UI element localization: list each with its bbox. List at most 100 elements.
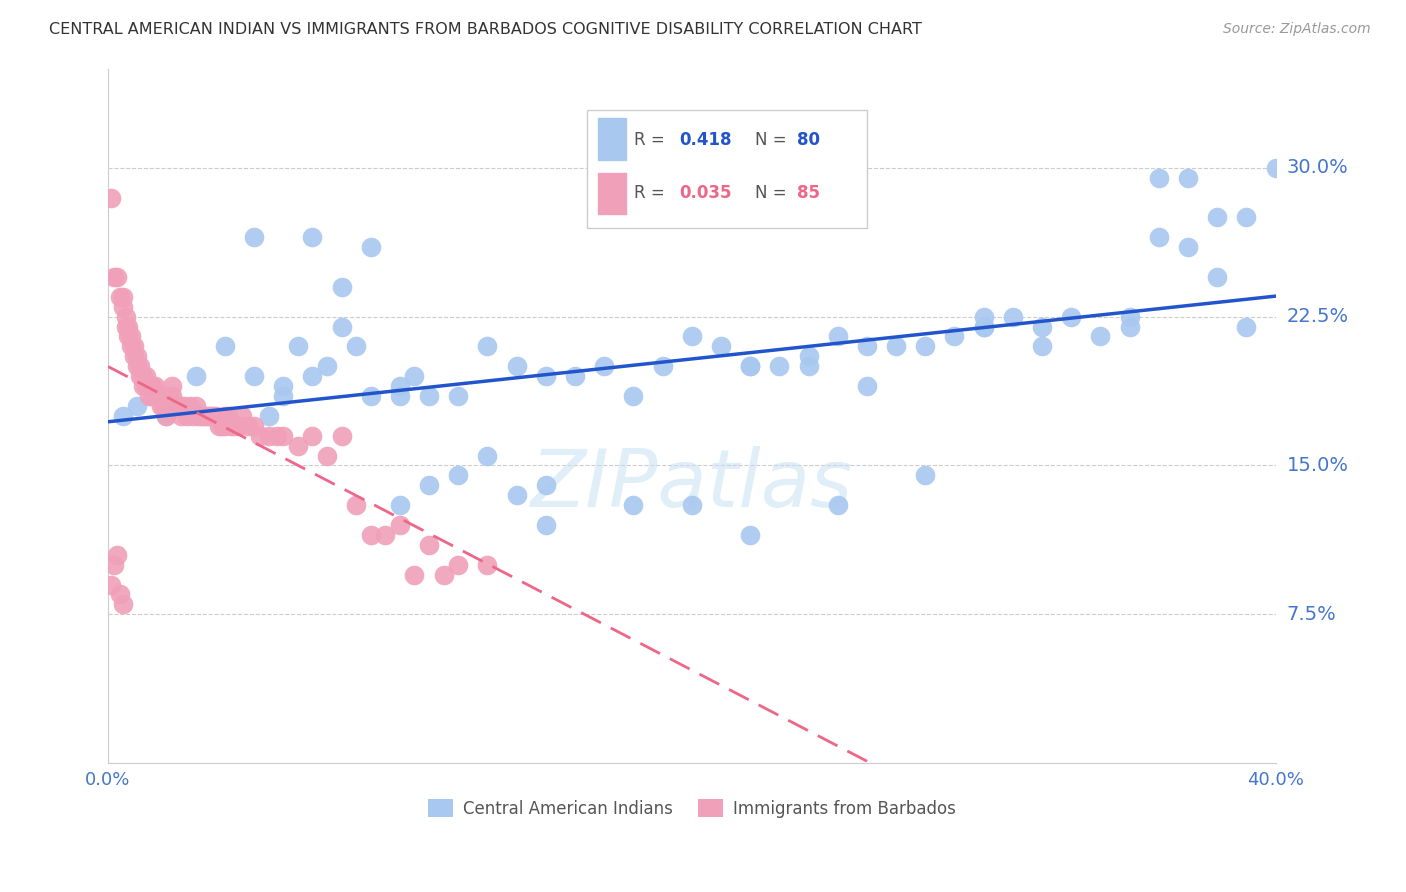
Point <box>404 369 426 384</box>
Point <box>214 409 236 423</box>
Point <box>114 319 136 334</box>
Point <box>740 359 762 374</box>
Point <box>170 399 193 413</box>
Point <box>856 379 879 393</box>
Point <box>105 269 128 284</box>
Legend: Central American Indians, Immigrants from Barbados: Central American Indians, Immigrants fro… <box>422 793 962 824</box>
Point <box>176 409 198 423</box>
Point <box>198 409 221 423</box>
Point <box>1264 161 1286 175</box>
Point <box>179 399 201 413</box>
Point <box>477 339 499 353</box>
Point <box>167 399 190 413</box>
Point <box>418 478 440 492</box>
Point <box>477 449 499 463</box>
Point <box>271 389 294 403</box>
Point <box>217 409 239 423</box>
Point <box>388 518 411 533</box>
Point <box>117 329 139 343</box>
Point <box>374 528 396 542</box>
Point <box>170 409 193 423</box>
Point <box>360 528 382 542</box>
Point <box>157 389 180 403</box>
Point <box>404 567 426 582</box>
Point <box>330 280 353 294</box>
Point <box>1031 339 1053 353</box>
Point <box>219 418 242 433</box>
Point <box>160 389 183 403</box>
Point <box>187 409 209 423</box>
Point <box>243 369 266 384</box>
Point <box>344 339 367 353</box>
Point <box>360 240 382 254</box>
Point <box>143 379 166 393</box>
Point <box>1234 211 1257 225</box>
Point <box>193 409 215 423</box>
Point <box>127 359 149 374</box>
Point <box>103 269 125 284</box>
Point <box>447 558 470 572</box>
Point <box>287 339 309 353</box>
Point <box>740 528 762 542</box>
Point <box>447 468 470 483</box>
Point <box>160 379 183 393</box>
Point <box>127 399 149 413</box>
Point <box>214 339 236 353</box>
Point <box>149 399 172 413</box>
Point <box>108 587 131 601</box>
Point <box>257 428 280 442</box>
Point <box>211 418 233 433</box>
Point <box>129 359 152 374</box>
Point <box>111 300 134 314</box>
Point <box>973 319 995 334</box>
Point <box>681 329 703 343</box>
Point <box>129 369 152 384</box>
Point <box>105 548 128 562</box>
Point <box>243 230 266 244</box>
Point <box>827 498 849 512</box>
Point <box>316 359 339 374</box>
Point <box>127 349 149 363</box>
Text: CENTRAL AMERICAN INDIAN VS IMMIGRANTS FROM BARBADOS COGNITIVE DISABILITY CORRELA: CENTRAL AMERICAN INDIAN VS IMMIGRANTS FR… <box>49 22 922 37</box>
Point <box>1031 319 1053 334</box>
Point <box>114 310 136 324</box>
Point <box>1206 269 1229 284</box>
Point <box>768 359 790 374</box>
Point <box>141 389 163 403</box>
Text: ZIPatlas: ZIPatlas <box>530 446 853 524</box>
Point <box>141 379 163 393</box>
Point <box>195 409 218 423</box>
Text: 22.5%: 22.5% <box>1286 307 1348 326</box>
Point <box>344 498 367 512</box>
Point <box>564 369 586 384</box>
Point <box>108 290 131 304</box>
Point <box>1060 310 1083 324</box>
Point <box>111 598 134 612</box>
Point <box>122 339 145 353</box>
Point <box>117 319 139 334</box>
Point <box>623 498 645 512</box>
Point <box>214 418 236 433</box>
Point <box>152 399 174 413</box>
Point <box>388 389 411 403</box>
Point <box>388 498 411 512</box>
Point <box>111 290 134 304</box>
Text: 15.0%: 15.0% <box>1286 456 1348 475</box>
Point <box>184 369 207 384</box>
Point <box>155 399 177 413</box>
Point <box>122 349 145 363</box>
Point <box>249 428 271 442</box>
Point <box>301 369 323 384</box>
Point <box>152 389 174 403</box>
Point <box>360 389 382 403</box>
Point <box>111 409 134 423</box>
Point <box>797 359 820 374</box>
Point <box>477 558 499 572</box>
Point <box>623 389 645 403</box>
Point <box>1177 170 1199 185</box>
Point <box>1147 170 1170 185</box>
Point <box>681 498 703 512</box>
Point <box>505 359 527 374</box>
Point <box>316 449 339 463</box>
Point <box>141 379 163 393</box>
